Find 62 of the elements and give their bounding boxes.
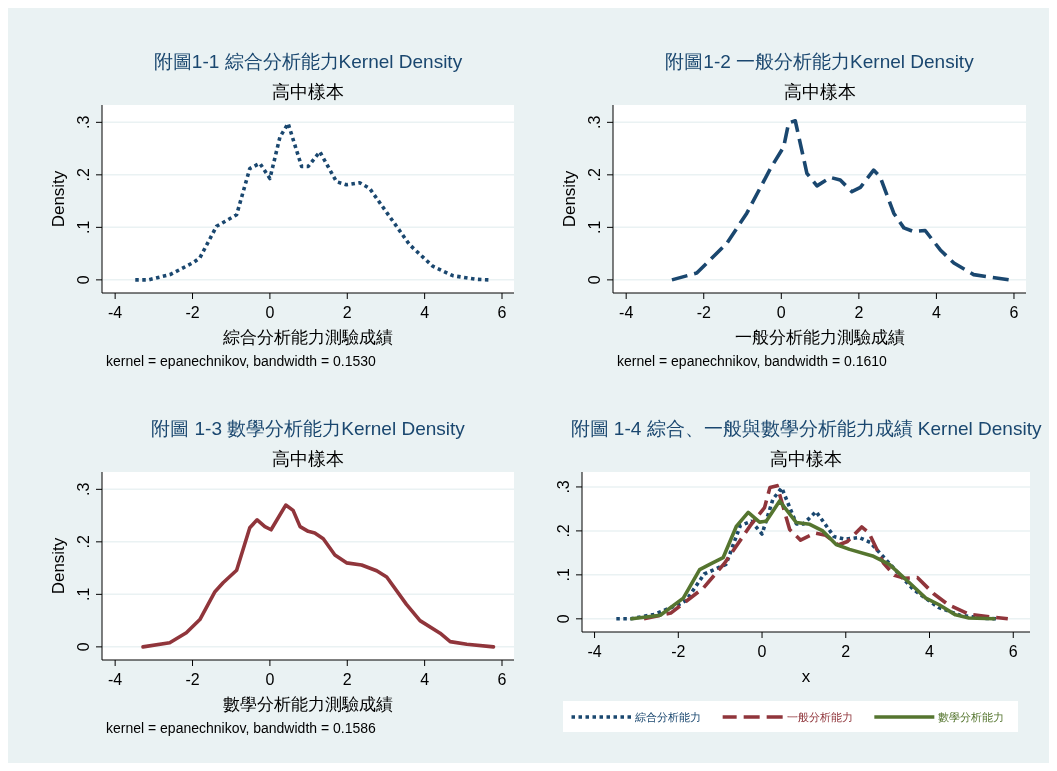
chart-title: 附圖 1-4 綜合、一般與數學分析能力成績 Kernel Density: [570, 418, 1042, 439]
y-axis-title: Density: [49, 170, 68, 228]
chart-subtitle: 高中樣本: [770, 449, 842, 469]
x-tick-label: 4: [925, 643, 935, 660]
x-axis-title: 綜合分析能力測驗成績: [222, 328, 393, 347]
y-tick-label: 0: [75, 275, 92, 285]
x-tick-label: -4: [587, 643, 602, 660]
y-tick-label: 0: [586, 275, 603, 285]
x-tick-label: 4: [931, 304, 941, 321]
y-axis-title: Density: [560, 170, 579, 228]
y-tick-label: .1: [75, 220, 92, 235]
x-tick-label: -2: [185, 671, 200, 688]
text: kernel = epanechnikov, bandwidth = 0.1586: [106, 720, 377, 736]
x-axis-title: 一般分析能力測驗成績: [734, 328, 905, 347]
y-tick-label: .2: [75, 168, 92, 182]
x-tick-label: -2: [185, 304, 200, 321]
x-tick-label: -4: [108, 304, 123, 321]
y-axis-title: Density: [49, 537, 68, 595]
y-tick-label: .3: [555, 480, 572, 494]
y-tick-label: .3: [75, 482, 92, 496]
x-tick-label: 0: [265, 304, 275, 321]
y-tick-label: .2: [75, 535, 92, 549]
y-tick-label: .3: [586, 115, 603, 129]
x-tick-label: 2: [854, 304, 864, 321]
text: kernel = epanechnikov, bandwidth = 0.1610: [617, 353, 888, 369]
x-tick-label: 4: [420, 671, 430, 688]
line-series: [141, 503, 496, 649]
y-tick-label: .3: [75, 115, 92, 129]
x-tick-label: 4: [420, 304, 430, 321]
數學分析能力: 數學分析能力: [874, 711, 1005, 723]
綜合分析能力: 綜合分析能力: [571, 711, 701, 723]
text: kernel = epanechnikov, bandwidth = 0.1530: [106, 353, 377, 369]
x-tick-label: 6: [497, 671, 507, 688]
chart-title: 附圖 1-3 數學分析能力Kernel Density: [151, 418, 466, 439]
y-tick-label: .1: [75, 587, 92, 602]
x-tick-label: 6: [1008, 643, 1018, 660]
x-tick-label: 0: [776, 304, 786, 321]
x-tick-label: -2: [671, 643, 686, 660]
chart-title: 附圖1-1 綜合分析能力Kernel Density: [153, 51, 463, 72]
x-tick-label: 0: [757, 643, 767, 660]
x-tick-label: 2: [841, 643, 851, 660]
x-tick-label: 6: [497, 304, 507, 321]
line-series: [670, 118, 1011, 282]
x-tick-label: -4: [619, 304, 634, 321]
x-axis-title: 數學分析能力測驗成績: [223, 695, 393, 714]
x-tick-label: 0: [265, 671, 275, 688]
x-tick-label: 2: [342, 671, 352, 688]
x-tick-label: 6: [1009, 304, 1019, 321]
x-tick-label: -4: [108, 671, 123, 688]
y-tick-label: 0: [555, 614, 572, 624]
一般分析能力: 一般分析能力: [722, 711, 853, 723]
y-tick-label: .1: [555, 568, 572, 582]
chart-title: 附圖1-2 一般分析能力Kernel Density: [665, 51, 975, 72]
y-tick-label: .2: [586, 168, 603, 182]
x-tick-label: -2: [696, 304, 711, 321]
x-axis-title: x: [801, 667, 811, 686]
chart-subtitle: 高中樣本: [272, 449, 344, 469]
chart-subtitle: 高中樣本: [272, 82, 344, 102]
y-tick-label: .1: [586, 220, 603, 235]
chart-subtitle: 高中樣本: [783, 82, 856, 102]
y-tick-label: .2: [555, 524, 572, 538]
x-tick-label: 2: [342, 304, 352, 321]
